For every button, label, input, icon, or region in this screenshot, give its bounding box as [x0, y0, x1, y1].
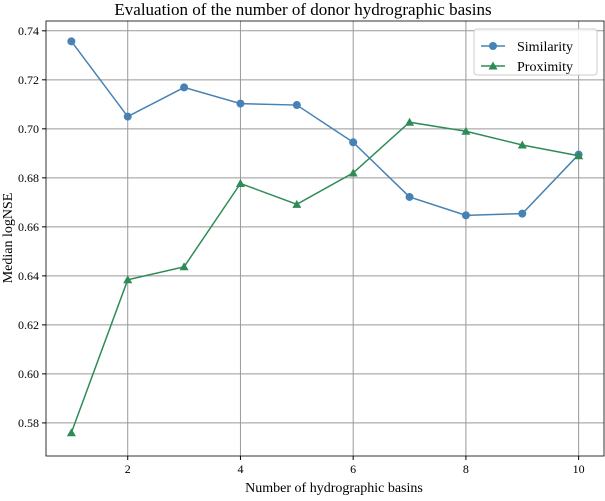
- x-tick-label: 2: [125, 462, 131, 476]
- y-axis-label: Median logNSE: [1, 193, 16, 284]
- similarity-point: [123, 112, 132, 121]
- y-tick-label: 0.64: [18, 269, 39, 283]
- similarity-point: [67, 37, 76, 46]
- proximity-point: [292, 199, 302, 208]
- legend-similarity-marker: [489, 42, 497, 50]
- x-tick-label: 6: [350, 462, 356, 476]
- similarity-point: [405, 192, 414, 201]
- legend-proximity-marker: [488, 61, 498, 70]
- x-tick-label: 4: [237, 462, 243, 476]
- similarity-point: [461, 211, 470, 220]
- x-tick-label: 10: [573, 462, 585, 476]
- similarity-point: [236, 99, 245, 108]
- y-tick-label: 0.58: [18, 416, 39, 430]
- proximity-point: [66, 428, 76, 437]
- proximity-point: [179, 262, 189, 271]
- ticks: 2 4 6 8 10 0.58 0.60 0.62 0.64 0.66 0.68 0.70 0.72 0.…: [18, 24, 585, 476]
- proximity-point: [461, 126, 471, 135]
- similarity-point: [292, 101, 301, 110]
- similarity-line: [70, 40, 580, 217]
- legend-similarity-label: Similarity: [517, 40, 573, 55]
- proximity-point: [348, 168, 358, 177]
- proximity-point: [405, 117, 415, 126]
- y-tick-label: 0.60: [18, 367, 39, 381]
- proximity-point: [123, 275, 133, 284]
- proximity-point: [517, 140, 527, 149]
- x-axis-label: Number of hydrographic basins: [245, 481, 423, 496]
- y-tick-label: 0.70: [18, 122, 39, 136]
- y-tick-label: 0.74: [18, 24, 39, 38]
- y-tick-label: 0.72: [18, 73, 39, 87]
- proximity-point: [574, 151, 584, 160]
- similarity-point: [518, 209, 527, 218]
- legend-proximity-label: Proximity: [517, 60, 573, 75]
- chart-title: Evaluation of the number of donor hydrog…: [114, 0, 491, 19]
- legend-box: [473, 28, 598, 76]
- similarity-point: [349, 138, 358, 147]
- grid: [46, 21, 604, 456]
- legend: Similarity Proximity: [473, 28, 598, 76]
- plot-frame: [45, 20, 605, 457]
- series: [66, 37, 584, 437]
- proximity-point: [235, 178, 245, 187]
- proximity-line: [70, 121, 579, 433]
- y-tick-label: 0.62: [18, 318, 39, 332]
- y-tick-label: 0.66: [18, 220, 39, 234]
- x-tick-label: 8: [463, 462, 469, 476]
- similarity-point: [180, 83, 189, 92]
- y-tick-label: 0.68: [18, 171, 39, 185]
